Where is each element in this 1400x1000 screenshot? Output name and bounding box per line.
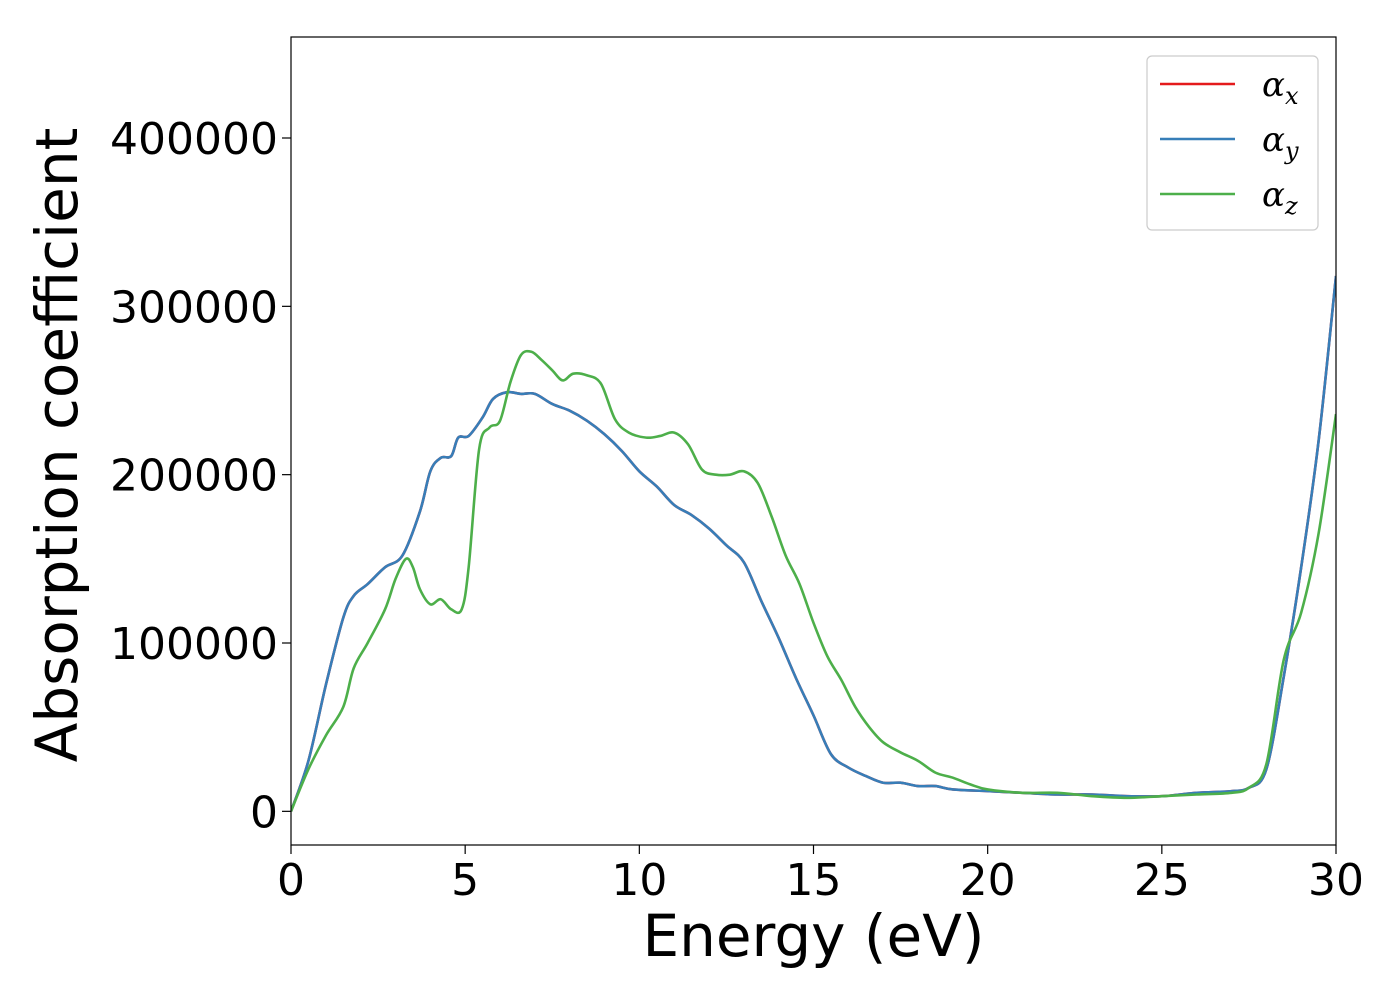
x-tick-label: 5 — [451, 855, 479, 906]
y-tick-label: 200000 — [110, 451, 278, 502]
x-tick-label: 30 — [1308, 855, 1364, 906]
x-tick-label: 15 — [786, 855, 842, 906]
ticks-layer: 0 5 10 15 20 25 30 0 100000 200000 300000 400000 — [110, 114, 1364, 906]
x-tick-label: 25 — [1134, 855, 1190, 906]
x-tick-label: 0 — [277, 855, 305, 906]
legend: αx αy αz — [1146, 55, 1319, 231]
y-axis-title: Absorption coefficient — [23, 128, 91, 763]
x-tick-label: 20 — [960, 855, 1016, 906]
legend-label-y: αy — [1262, 120, 1299, 165]
x-tick-label: 10 — [611, 855, 667, 906]
series-line-z — [291, 349, 1336, 812]
y-tick-label: 0 — [250, 787, 278, 838]
legend-label-z: αz — [1262, 175, 1298, 220]
y-tick-label: 100000 — [110, 619, 278, 670]
y-tick-label: 300000 — [110, 282, 278, 333]
legend-box — [1146, 55, 1319, 231]
x-axis-title: Energy (eV) — [642, 902, 984, 970]
series-layer — [291, 275, 1336, 812]
legend-label-x: αx — [1262, 65, 1299, 110]
series-line-x — [291, 275, 1336, 812]
series-line-y — [291, 275, 1336, 812]
y-tick-label: 400000 — [110, 114, 278, 165]
